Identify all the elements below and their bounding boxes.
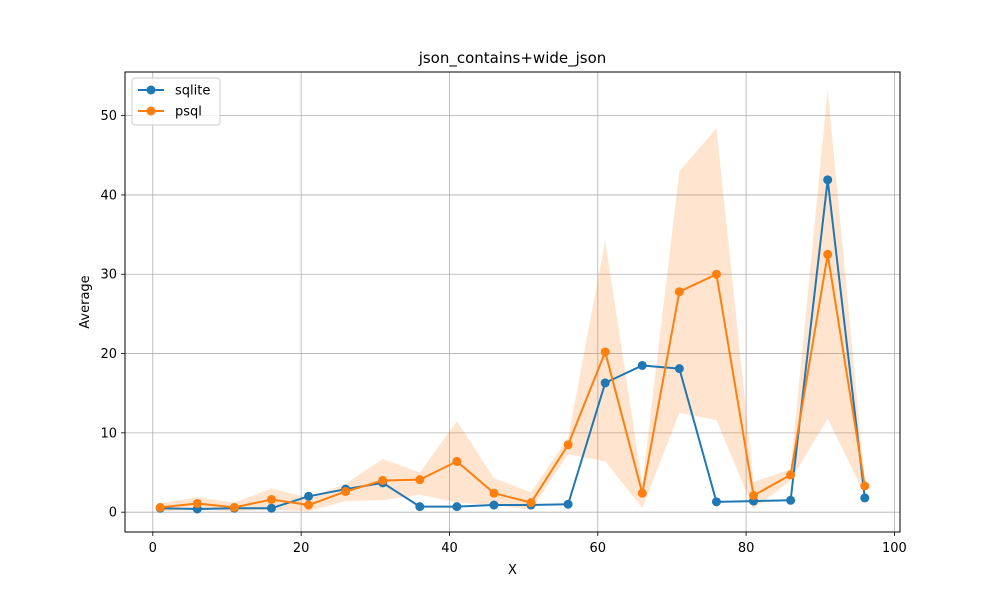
psql-point bbox=[378, 475, 388, 485]
sqlite-point bbox=[860, 493, 870, 503]
psql-point bbox=[266, 494, 276, 504]
psql-point bbox=[526, 498, 536, 508]
y-axis-label: Average bbox=[78, 275, 93, 328]
psql-point bbox=[563, 440, 573, 450]
y-tick-label: 10 bbox=[100, 426, 117, 441]
legend-entry-psql: psql bbox=[175, 105, 202, 120]
plot-frame bbox=[124, 71, 901, 533]
x-tick-label: 60 bbox=[590, 541, 607, 556]
psql-point bbox=[674, 287, 684, 297]
psql-line bbox=[160, 253, 866, 509]
sqlite-point bbox=[563, 499, 573, 509]
series-lines bbox=[155, 175, 870, 514]
sqlite-point bbox=[637, 360, 647, 370]
sqlite-point bbox=[489, 500, 499, 510]
x-tick-label: 100 bbox=[882, 541, 907, 556]
sqlite-point bbox=[823, 175, 833, 185]
y-tick-label: 30 bbox=[100, 268, 117, 283]
psql-band bbox=[160, 89, 865, 512]
y-tick-label: 20 bbox=[100, 347, 117, 362]
sqlite-point bbox=[600, 378, 610, 388]
psql-point bbox=[637, 488, 647, 498]
sqlite-legend-marker bbox=[146, 85, 156, 95]
x-tick-label: 40 bbox=[441, 541, 458, 556]
psql-point bbox=[452, 456, 462, 466]
psql-point bbox=[304, 500, 314, 510]
sqlite-line bbox=[160, 178, 866, 510]
sqlite-point bbox=[711, 497, 721, 507]
psql-point bbox=[823, 249, 833, 259]
psql-legend-marker bbox=[146, 106, 156, 116]
legend-entry-sqlite: sqlite bbox=[175, 84, 210, 99]
psql-point bbox=[415, 475, 425, 485]
chart-title: json_contains+wide_json bbox=[418, 49, 607, 68]
psql-point bbox=[489, 488, 499, 498]
sqlite-point bbox=[452, 502, 462, 512]
confidence-bands bbox=[160, 89, 865, 512]
psql-point bbox=[155, 502, 165, 512]
psql-point bbox=[860, 481, 870, 491]
x-tick-label: 80 bbox=[738, 541, 755, 556]
psql-point bbox=[749, 491, 759, 501]
x-axis-label: X bbox=[508, 563, 517, 578]
sqlite-point bbox=[304, 491, 314, 501]
psql-point bbox=[786, 470, 796, 480]
psql-point bbox=[192, 498, 202, 508]
psql-point bbox=[600, 347, 610, 357]
sqlite-point bbox=[415, 502, 425, 512]
y-tick-label: 50 bbox=[100, 109, 117, 124]
psql-point bbox=[229, 502, 239, 512]
grid bbox=[125, 72, 900, 532]
axis-ticks: 0 20 40 60 80 100 0 10 20 30 40 50 bbox=[100, 109, 906, 556]
sqlite-point bbox=[674, 364, 684, 374]
y-tick-label: 40 bbox=[100, 188, 117, 203]
x-tick-label: 0 bbox=[149, 541, 157, 556]
sqlite-point bbox=[786, 495, 796, 505]
sqlite-point bbox=[266, 503, 276, 513]
legend: sqlite psql bbox=[131, 77, 221, 126]
psql-point bbox=[341, 487, 351, 497]
psql-point bbox=[711, 269, 721, 279]
y-tick-label: 0 bbox=[109, 506, 117, 521]
x-tick-label: 20 bbox=[293, 541, 310, 556]
